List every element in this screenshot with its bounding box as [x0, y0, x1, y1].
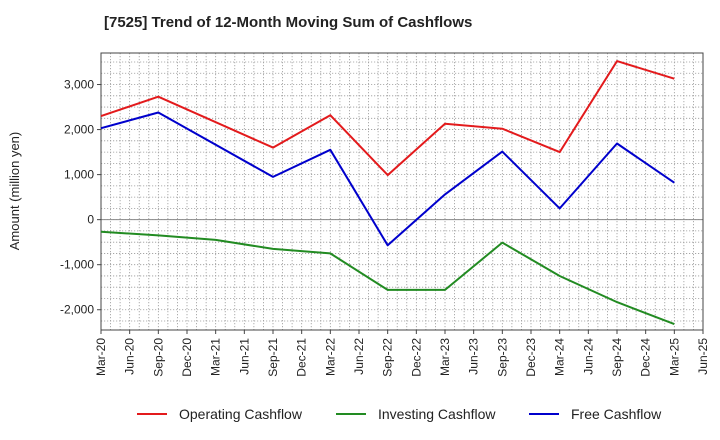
x-tick-label: Mar-24: [553, 338, 567, 376]
x-tick-label: Sep-21: [266, 338, 280, 377]
x-tick-label: Dec-23: [524, 338, 538, 377]
y-tick-label: -2,000: [60, 303, 94, 317]
x-tick-label: Mar-20: [94, 338, 108, 376]
legend: Operating Cashflow Investing Cashflow Free…: [137, 406, 662, 422]
axes: [100, 52, 704, 331]
x-tick-labels: Mar-20 Jun-20 Sep-20 Dec-20 Mar-21 Jun-21 Sep-…: [94, 330, 710, 377]
legend-label: Free Cashflow: [571, 406, 662, 422]
x-tick-label: Jun-22: [352, 338, 366, 375]
x-tick-label: Jun-25: [696, 338, 710, 375]
legend-label: Investing Cashflow: [378, 406, 496, 422]
series-lines: [100, 60, 675, 326]
free-cashflow-line: [100, 111, 675, 247]
grid-lines: [100, 53, 704, 330]
operating-cashflow-line: [100, 60, 675, 177]
x-tick-label: Jun-24: [581, 338, 595, 375]
plot-frame: [100, 52, 704, 331]
investing-cashflow-line: [100, 230, 675, 326]
x-tick-label: Jun-23: [467, 338, 481, 375]
x-tick-label: Dec-22: [409, 338, 423, 377]
x-tick-label: Mar-23: [438, 338, 452, 376]
x-tick-label: Dec-24: [639, 338, 653, 377]
y-tick-label: 3,000: [64, 78, 94, 92]
legend-label: Operating Cashflow: [179, 406, 303, 422]
x-tick-label: Sep-20: [151, 338, 165, 377]
x-tick-label: Jun-21: [237, 338, 251, 375]
x-tick-label: Dec-21: [295, 338, 309, 377]
x-tick-label: Sep-24: [610, 338, 624, 377]
x-tick-label: Mar-22: [323, 338, 337, 376]
y-tick-labels: -2,000 -1,000 0 1,000 2,000 3,000: [60, 78, 101, 317]
y-tick-label: 2,000: [64, 123, 94, 137]
y-axis-label: Amount (million yen): [7, 132, 22, 251]
x-tick-label: Sep-23: [495, 338, 509, 377]
chart-title: [7525] Trend of 12-Month Moving Sum of C…: [104, 14, 473, 31]
x-tick-label: Dec-20: [180, 338, 194, 377]
y-tick-label: 0: [87, 213, 94, 227]
x-tick-label: Mar-25: [667, 338, 681, 376]
y-tick-label: -1,000: [60, 258, 94, 272]
x-tick-label: Mar-21: [209, 338, 223, 376]
x-tick-label: Jun-20: [123, 338, 137, 375]
y-tick-label: 1,000: [64, 168, 94, 182]
x-tick-label: Sep-22: [381, 338, 395, 377]
